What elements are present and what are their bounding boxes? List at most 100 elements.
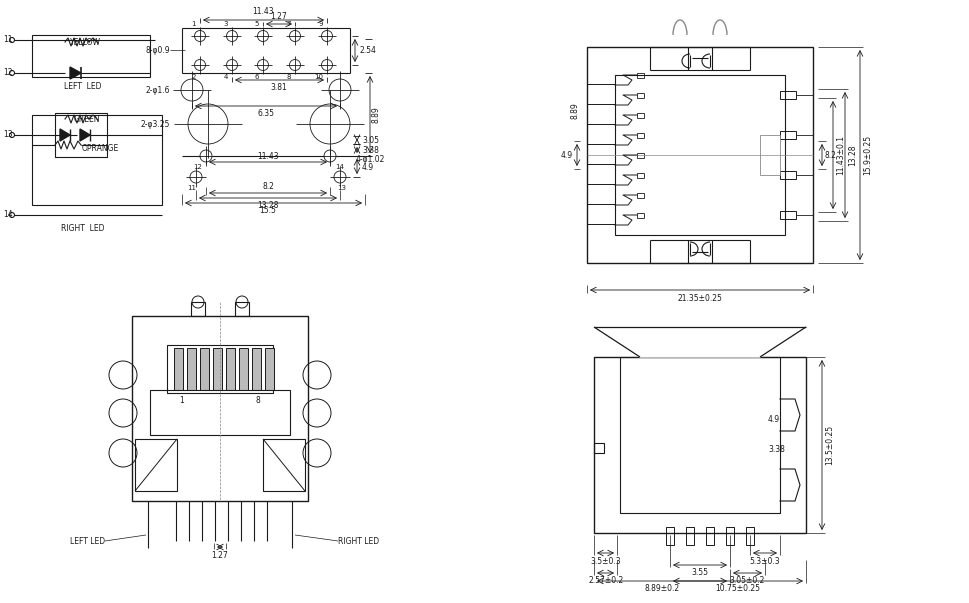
Bar — [745, 527, 753, 545]
Bar — [32, 35, 150, 77]
Bar — [252, 348, 261, 390]
Text: 13: 13 — [337, 185, 346, 191]
Bar — [619, 357, 779, 513]
Polygon shape — [593, 327, 805, 357]
Polygon shape — [60, 129, 70, 141]
Text: 4: 4 — [224, 74, 228, 80]
Text: 14: 14 — [3, 209, 13, 218]
Bar — [637, 93, 643, 98]
Bar — [226, 348, 234, 390]
Bar — [685, 527, 693, 545]
Text: LEFT  LED: LEFT LED — [64, 81, 102, 90]
Text: 14: 14 — [334, 164, 344, 170]
Bar — [779, 91, 796, 99]
Bar — [614, 75, 784, 235]
Bar — [637, 133, 643, 138]
Text: 12: 12 — [193, 164, 202, 170]
Bar — [779, 211, 796, 219]
Bar — [637, 213, 643, 218]
Text: 2.57±0.2: 2.57±0.2 — [588, 576, 623, 585]
Text: 3.38: 3.38 — [767, 446, 784, 455]
Text: 5.3±0.3: 5.3±0.3 — [749, 557, 779, 566]
Text: 7: 7 — [286, 21, 291, 27]
Text: 11: 11 — [187, 185, 197, 191]
Bar — [593, 443, 604, 453]
Text: 8.89: 8.89 — [372, 106, 381, 123]
Polygon shape — [70, 67, 81, 79]
Bar — [213, 348, 222, 390]
Text: 2: 2 — [192, 74, 196, 80]
Text: 4.9: 4.9 — [560, 151, 573, 160]
Text: 2-φ3.25: 2-φ3.25 — [141, 119, 170, 128]
Bar — [593, 357, 805, 533]
Text: 3.5±0.3: 3.5±0.3 — [590, 557, 621, 566]
Bar — [637, 153, 643, 158]
Bar — [586, 47, 812, 263]
Text: 11.43±0.1: 11.43±0.1 — [835, 135, 844, 175]
Text: 1: 1 — [191, 21, 196, 27]
Text: 3.05±0.2: 3.05±0.2 — [729, 576, 764, 585]
Bar — [173, 348, 183, 390]
Text: 8: 8 — [256, 396, 260, 405]
Text: 13.28: 13.28 — [257, 201, 278, 210]
Text: 9: 9 — [318, 21, 323, 27]
Bar — [135, 439, 176, 491]
Text: 3.81: 3.81 — [270, 83, 287, 92]
Text: 3.05: 3.05 — [361, 136, 379, 145]
Bar — [637, 73, 643, 78]
Text: 13.5±0.25: 13.5±0.25 — [825, 425, 833, 465]
Bar — [779, 131, 796, 139]
Text: 8.89±0.2: 8.89±0.2 — [643, 584, 679, 593]
Bar — [705, 527, 713, 545]
Text: 10.75±0.25: 10.75±0.25 — [715, 584, 760, 593]
Bar — [725, 527, 734, 545]
Text: 10: 10 — [314, 74, 323, 80]
Bar — [132, 316, 308, 501]
Text: YELLOW: YELLOW — [70, 37, 101, 46]
Bar — [191, 302, 204, 316]
Bar — [760, 135, 779, 175]
Text: 3: 3 — [223, 21, 228, 27]
Text: 8-φ0.9: 8-φ0.9 — [145, 45, 170, 54]
Text: 4.9: 4.9 — [767, 415, 779, 425]
Bar — [238, 348, 248, 390]
Polygon shape — [79, 129, 90, 141]
Text: 13.28: 13.28 — [847, 144, 857, 166]
Text: 2-φ1.6: 2-φ1.6 — [145, 86, 170, 95]
Text: 4-φ1.02: 4-φ1.02 — [356, 154, 385, 163]
Text: 6.35: 6.35 — [257, 109, 274, 118]
Text: 21.35±0.25: 21.35±0.25 — [677, 294, 722, 303]
Text: 15.9±0.25: 15.9±0.25 — [862, 135, 871, 175]
Text: 8.2: 8.2 — [262, 182, 273, 191]
Text: 8.2: 8.2 — [825, 151, 836, 160]
Bar — [187, 348, 196, 390]
Text: 15.5: 15.5 — [260, 206, 276, 215]
Text: 11.43: 11.43 — [252, 7, 273, 16]
Text: 1: 1 — [179, 396, 184, 405]
Bar — [637, 173, 643, 178]
Text: 2.54: 2.54 — [359, 46, 377, 55]
Bar — [265, 348, 273, 390]
Text: RIGHT  LED: RIGHT LED — [61, 224, 105, 233]
Text: 13: 13 — [3, 130, 13, 139]
Text: 4.9: 4.9 — [361, 162, 374, 171]
Text: LEFT LED: LEFT LED — [70, 537, 105, 546]
Text: 8: 8 — [286, 74, 291, 80]
Text: 1.27: 1.27 — [211, 551, 228, 560]
Bar — [55, 113, 107, 157]
Text: 11.43: 11.43 — [257, 152, 278, 161]
Bar — [263, 439, 304, 491]
Bar — [167, 345, 272, 393]
Text: 5: 5 — [254, 21, 259, 27]
Text: 3.38: 3.38 — [361, 145, 379, 154]
Text: 12: 12 — [3, 68, 13, 77]
Bar — [200, 348, 208, 390]
Bar — [637, 193, 643, 198]
Text: OPRANGE: OPRANGE — [81, 144, 118, 153]
Text: 1.27: 1.27 — [270, 12, 287, 21]
Bar — [779, 171, 796, 179]
Bar — [637, 113, 643, 118]
Text: GREEN: GREEN — [74, 115, 100, 124]
Bar — [234, 302, 249, 316]
Text: 6: 6 — [254, 74, 259, 80]
